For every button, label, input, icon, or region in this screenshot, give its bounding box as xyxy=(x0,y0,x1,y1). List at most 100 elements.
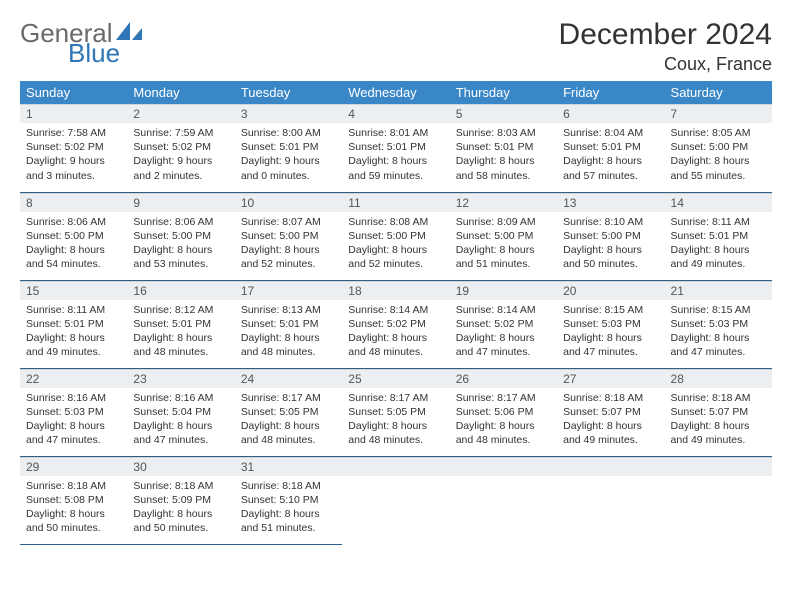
day-details: Sunrise: 8:01 AMSunset: 5:01 PMDaylight:… xyxy=(342,123,449,189)
daylight-line: Daylight: 8 hours and 48 minutes. xyxy=(348,331,443,359)
calendar-day-cell: 9Sunrise: 8:06 AMSunset: 5:00 PMDaylight… xyxy=(127,192,234,280)
day-details: Sunrise: 8:14 AMSunset: 5:02 PMDaylight:… xyxy=(342,300,449,366)
sunrise-line: Sunrise: 8:06 AM xyxy=(26,215,121,229)
daylight-line: Daylight: 8 hours and 50 minutes. xyxy=(26,507,121,535)
day-number: 21 xyxy=(665,281,772,300)
sunset-line: Sunset: 5:00 PM xyxy=(241,229,336,243)
calendar-day-cell: 10Sunrise: 8:07 AMSunset: 5:00 PMDayligh… xyxy=(235,192,342,280)
sunset-line: Sunset: 5:01 PM xyxy=(348,140,443,154)
sunrise-line: Sunrise: 8:15 AM xyxy=(671,303,766,317)
sunset-line: Sunset: 5:07 PM xyxy=(671,405,766,419)
sunrise-line: Sunrise: 8:18 AM xyxy=(241,479,336,493)
daylight-line: Daylight: 8 hours and 57 minutes. xyxy=(563,154,658,182)
day-details: Sunrise: 8:09 AMSunset: 5:00 PMDaylight:… xyxy=(450,212,557,278)
sunrise-line: Sunrise: 8:08 AM xyxy=(348,215,443,229)
sunset-line: Sunset: 5:08 PM xyxy=(26,493,121,507)
weekday-header: Friday xyxy=(557,81,664,104)
calendar-header-row: SundayMondayTuesdayWednesdayThursdayFrid… xyxy=(20,81,772,104)
sunrise-line: Sunrise: 8:16 AM xyxy=(26,391,121,405)
brand-logo: General Blue xyxy=(20,18,160,64)
day-details: Sunrise: 8:00 AMSunset: 5:01 PMDaylight:… xyxy=(235,123,342,189)
daylight-line: Daylight: 8 hours and 51 minutes. xyxy=(456,243,551,271)
daylight-line: Daylight: 8 hours and 48 minutes. xyxy=(348,419,443,447)
brand-sail-icon xyxy=(116,22,142,42)
calendar-empty-cell xyxy=(557,456,664,544)
day-details: Sunrise: 7:58 AMSunset: 5:02 PMDaylight:… xyxy=(20,123,127,189)
daylight-line: Daylight: 8 hours and 50 minutes. xyxy=(133,507,228,535)
calendar-week-row: 15Sunrise: 8:11 AMSunset: 5:01 PMDayligh… xyxy=(20,280,772,368)
day-number: 20 xyxy=(557,281,664,300)
calendar-day-cell: 23Sunrise: 8:16 AMSunset: 5:04 PMDayligh… xyxy=(127,368,234,456)
sunrise-line: Sunrise: 8:18 AM xyxy=(133,479,228,493)
day-details: Sunrise: 8:17 AMSunset: 5:06 PMDaylight:… xyxy=(450,388,557,454)
sunset-line: Sunset: 5:06 PM xyxy=(456,405,551,419)
day-number: 17 xyxy=(235,281,342,300)
calendar-day-cell: 16Sunrise: 8:12 AMSunset: 5:01 PMDayligh… xyxy=(127,280,234,368)
sunset-line: Sunset: 5:01 PM xyxy=(133,317,228,331)
day-number: 26 xyxy=(450,369,557,388)
calendar-day-cell: 11Sunrise: 8:08 AMSunset: 5:00 PMDayligh… xyxy=(342,192,449,280)
calendar-day-cell: 8Sunrise: 8:06 AMSunset: 5:00 PMDaylight… xyxy=(20,192,127,280)
daylight-line: Daylight: 9 hours and 2 minutes. xyxy=(133,154,228,182)
day-number: 18 xyxy=(342,281,449,300)
day-number: 14 xyxy=(665,193,772,212)
daylight-line: Daylight: 8 hours and 58 minutes. xyxy=(456,154,551,182)
daylight-line: Daylight: 8 hours and 49 minutes. xyxy=(671,243,766,271)
day-details: Sunrise: 8:13 AMSunset: 5:01 PMDaylight:… xyxy=(235,300,342,366)
day-number: 2 xyxy=(127,104,234,123)
sunrise-line: Sunrise: 8:01 AM xyxy=(348,126,443,140)
sunset-line: Sunset: 5:07 PM xyxy=(563,405,658,419)
calendar-day-cell: 6Sunrise: 8:04 AMSunset: 5:01 PMDaylight… xyxy=(557,104,664,192)
sunrise-line: Sunrise: 8:18 AM xyxy=(563,391,658,405)
daylight-line: Daylight: 8 hours and 51 minutes. xyxy=(241,507,336,535)
sunset-line: Sunset: 5:00 PM xyxy=(671,140,766,154)
day-details: Sunrise: 8:06 AMSunset: 5:00 PMDaylight:… xyxy=(127,212,234,278)
sunset-line: Sunset: 5:00 PM xyxy=(133,229,228,243)
sunset-line: Sunset: 5:02 PM xyxy=(456,317,551,331)
day-number: 28 xyxy=(665,369,772,388)
day-number: 5 xyxy=(450,104,557,123)
calendar-day-cell: 22Sunrise: 8:16 AMSunset: 5:03 PMDayligh… xyxy=(20,368,127,456)
brand-part2: Blue xyxy=(68,38,120,69)
calendar-empty-cell xyxy=(342,456,449,544)
calendar-day-cell: 17Sunrise: 8:13 AMSunset: 5:01 PMDayligh… xyxy=(235,280,342,368)
sunrise-line: Sunrise: 7:59 AM xyxy=(133,126,228,140)
calendar-day-cell: 15Sunrise: 8:11 AMSunset: 5:01 PMDayligh… xyxy=(20,280,127,368)
sunset-line: Sunset: 5:02 PM xyxy=(133,140,228,154)
sunrise-line: Sunrise: 8:18 AM xyxy=(26,479,121,493)
sunset-line: Sunset: 5:03 PM xyxy=(563,317,658,331)
day-number: 25 xyxy=(342,369,449,388)
calendar-empty-cell xyxy=(665,456,772,544)
calendar-day-cell: 3Sunrise: 8:00 AMSunset: 5:01 PMDaylight… xyxy=(235,104,342,192)
daylight-line: Daylight: 8 hours and 48 minutes. xyxy=(456,419,551,447)
day-details: Sunrise: 8:11 AMSunset: 5:01 PMDaylight:… xyxy=(20,300,127,366)
sunrise-line: Sunrise: 8:14 AM xyxy=(456,303,551,317)
day-details: Sunrise: 8:03 AMSunset: 5:01 PMDaylight:… xyxy=(450,123,557,189)
day-details: Sunrise: 8:07 AMSunset: 5:00 PMDaylight:… xyxy=(235,212,342,278)
day-details: Sunrise: 8:17 AMSunset: 5:05 PMDaylight:… xyxy=(342,388,449,454)
daylight-line: Daylight: 8 hours and 47 minutes. xyxy=(671,331,766,359)
sunrise-line: Sunrise: 8:09 AM xyxy=(456,215,551,229)
day-number: 19 xyxy=(450,281,557,300)
day-details: Sunrise: 8:11 AMSunset: 5:01 PMDaylight:… xyxy=(665,212,772,278)
calendar-day-cell: 14Sunrise: 8:11 AMSunset: 5:01 PMDayligh… xyxy=(665,192,772,280)
sunset-line: Sunset: 5:05 PM xyxy=(241,405,336,419)
day-details: Sunrise: 8:05 AMSunset: 5:00 PMDaylight:… xyxy=(665,123,772,189)
sunset-line: Sunset: 5:10 PM xyxy=(241,493,336,507)
day-number: 24 xyxy=(235,369,342,388)
daylight-line: Daylight: 8 hours and 49 minutes. xyxy=(563,419,658,447)
sunrise-line: Sunrise: 8:00 AM xyxy=(241,126,336,140)
day-details: Sunrise: 8:15 AMSunset: 5:03 PMDaylight:… xyxy=(665,300,772,366)
sunrise-line: Sunrise: 8:17 AM xyxy=(348,391,443,405)
daylight-line: Daylight: 8 hours and 48 minutes. xyxy=(241,331,336,359)
sunrise-line: Sunrise: 8:16 AM xyxy=(133,391,228,405)
calendar-day-cell: 31Sunrise: 8:18 AMSunset: 5:10 PMDayligh… xyxy=(235,456,342,544)
sunset-line: Sunset: 5:05 PM xyxy=(348,405,443,419)
calendar-day-cell: 26Sunrise: 8:17 AMSunset: 5:06 PMDayligh… xyxy=(450,368,557,456)
day-details: Sunrise: 7:59 AMSunset: 5:02 PMDaylight:… xyxy=(127,123,234,189)
daylight-line: Daylight: 8 hours and 52 minutes. xyxy=(241,243,336,271)
daylight-line: Daylight: 9 hours and 0 minutes. xyxy=(241,154,336,182)
calendar-week-row: 29Sunrise: 8:18 AMSunset: 5:08 PMDayligh… xyxy=(20,456,772,544)
sunrise-line: Sunrise: 8:14 AM xyxy=(348,303,443,317)
sunset-line: Sunset: 5:02 PM xyxy=(348,317,443,331)
